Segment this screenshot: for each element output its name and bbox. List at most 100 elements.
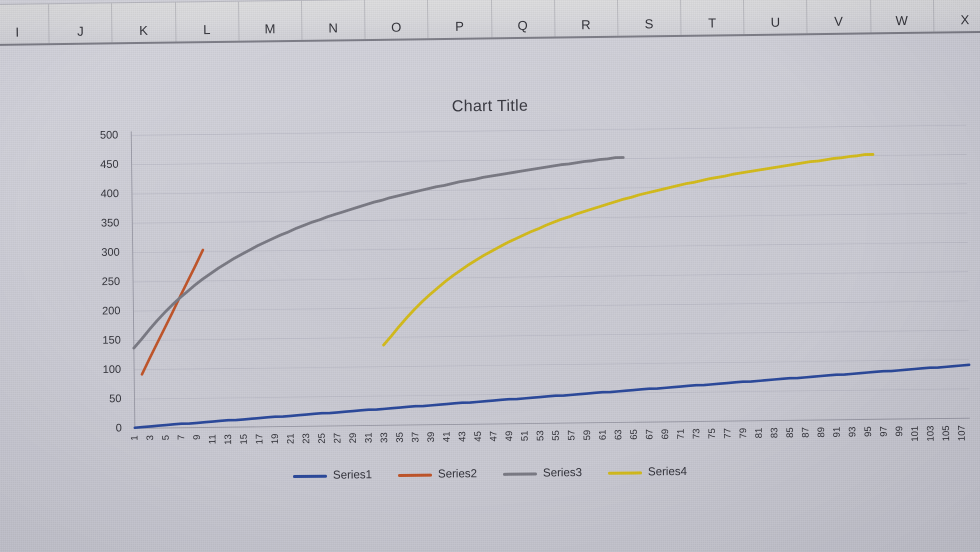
x-axis-tick-55: 55 xyxy=(551,430,562,441)
x-axis-tick-87: 87 xyxy=(800,427,811,438)
x-axis-tick-67: 67 xyxy=(644,429,655,440)
x-axis-tick-65: 65 xyxy=(629,429,640,440)
x-axis-tick-35: 35 xyxy=(395,432,406,443)
x-axis-tick-71: 71 xyxy=(676,429,687,440)
y-axis-tick-200: 200 xyxy=(102,305,121,317)
x-axis-tick-37: 37 xyxy=(410,432,421,443)
x-axis-tick-13: 13 xyxy=(223,434,234,445)
legend-swatch-series2 xyxy=(397,473,433,477)
column-header-n[interactable]: N xyxy=(301,0,366,40)
excel-chart[interactable]: Chart Title 0 50 100 150 200 250 300 350 400 450 5… xyxy=(0,48,980,552)
x-axis-tick-7: 7 xyxy=(176,435,187,440)
x-axis-tick-15: 15 xyxy=(239,434,250,445)
y-axis-tick-300: 300 xyxy=(101,247,120,259)
y-axis-tick-350: 350 xyxy=(101,217,120,229)
x-axis-tick-27: 27 xyxy=(332,433,343,444)
gridline-y-500 xyxy=(131,124,967,136)
legend-item-series1[interactable]: Series1 xyxy=(292,469,372,482)
x-axis-tick-101: 101 xyxy=(910,426,921,442)
gridline-y-200 xyxy=(133,300,969,312)
chart-series-lines xyxy=(132,153,971,430)
x-axis-tick-107: 107 xyxy=(957,425,968,441)
x-axis-tick-3: 3 xyxy=(145,435,156,440)
series-line-series4[interactable] xyxy=(381,153,875,347)
column-header-k[interactable]: K xyxy=(112,2,177,43)
x-axis-tick-57: 57 xyxy=(566,430,577,441)
column-header-m[interactable]: M xyxy=(238,0,303,41)
chart-y-axis-labels: 0 50 100 150 200 250 300 350 400 450 500 xyxy=(100,129,122,434)
chart-x-axis-labels: 1 3 5 7 9 11 13 15 17 19 21 23 25 27 29 31 33 35 37 39 41 43 4… xyxy=(129,425,968,445)
x-axis-tick-31: 31 xyxy=(364,432,375,443)
y-axis-tick-150: 150 xyxy=(102,335,121,347)
x-axis-tick-81: 81 xyxy=(754,428,765,439)
y-axis-tick-0: 0 xyxy=(116,422,122,434)
x-axis-tick-97: 97 xyxy=(879,426,890,437)
series-line-series2[interactable] xyxy=(140,248,205,376)
column-header-p[interactable]: P xyxy=(428,0,492,39)
gridline-y-250 xyxy=(133,271,969,283)
x-axis-tick-9: 9 xyxy=(192,435,203,440)
x-axis-tick-19: 19 xyxy=(270,434,281,445)
x-axis-tick-63: 63 xyxy=(613,429,624,440)
x-axis-tick-25: 25 xyxy=(317,433,328,444)
gridline-y-450 xyxy=(131,154,967,166)
x-axis-tick-41: 41 xyxy=(442,431,453,442)
column-header-v[interactable]: V xyxy=(807,0,872,34)
series-line-series1[interactable] xyxy=(133,363,971,430)
y-axis-tick-500: 500 xyxy=(100,129,119,141)
gridline-y-150 xyxy=(133,329,969,341)
legend-item-series3[interactable]: Series3 xyxy=(502,467,583,480)
column-header-i[interactable]: I xyxy=(0,4,50,44)
column-header-x[interactable]: X xyxy=(960,12,970,28)
x-axis-tick-29: 29 xyxy=(348,433,359,444)
y-axis-tick-50: 50 xyxy=(109,393,121,405)
column-header-q[interactable]: Q xyxy=(491,0,556,38)
x-axis-tick-39: 39 xyxy=(426,432,437,443)
y-axis-tick-100: 100 xyxy=(103,364,122,376)
legend-swatch-series3 xyxy=(502,472,538,476)
series-line-series3[interactable] xyxy=(132,156,626,350)
chart-gridlines xyxy=(130,124,970,429)
legend-item-series2[interactable]: Series2 xyxy=(397,468,478,481)
gridline-y-350 xyxy=(132,212,968,224)
legend-label-series3: Series3 xyxy=(542,467,583,480)
chart-plot-area: 0 50 100 150 200 250 300 350 400 450 500 1 3 5 7 9 11 13… xyxy=(0,42,980,552)
gridline-y-400 xyxy=(131,183,967,195)
x-axis-tick-11: 11 xyxy=(207,434,218,444)
y-axis-tick-250: 250 xyxy=(102,276,121,288)
legend-label-series2: Series2 xyxy=(437,468,478,481)
column-header-l[interactable]: L xyxy=(175,1,240,42)
legend-item-series4[interactable]: Series4 xyxy=(607,466,687,479)
gridline-y-0 xyxy=(134,417,970,429)
column-header-j[interactable]: J xyxy=(49,3,113,44)
x-axis-tick-95: 95 xyxy=(863,426,874,437)
x-axis-tick-5: 5 xyxy=(161,435,172,440)
legend-swatch-series1 xyxy=(292,474,328,478)
x-axis-tick-49: 49 xyxy=(504,431,515,442)
column-header-o[interactable]: O xyxy=(365,0,429,40)
y-axis-tick-400: 400 xyxy=(101,188,120,200)
x-axis-tick-61: 61 xyxy=(598,430,609,441)
column-header-s[interactable]: S xyxy=(617,0,682,36)
x-axis-tick-17: 17 xyxy=(254,434,265,445)
column-header-t[interactable]: T xyxy=(681,0,745,35)
x-axis-tick-53: 53 xyxy=(535,430,546,441)
x-axis-tick-79: 79 xyxy=(738,428,749,439)
x-axis-tick-89: 89 xyxy=(816,427,827,438)
x-axis-tick-77: 77 xyxy=(722,428,733,439)
x-axis-tick-99: 99 xyxy=(894,426,905,437)
legend-swatch-series4 xyxy=(607,470,643,475)
column-header-u[interactable]: U xyxy=(744,0,808,35)
x-axis-tick-91: 91 xyxy=(832,427,843,438)
column-header-r[interactable]: R xyxy=(554,0,619,37)
gridline-y-50 xyxy=(134,388,970,400)
x-axis-tick-83: 83 xyxy=(769,427,780,438)
x-axis-tick-105: 105 xyxy=(941,425,952,441)
gridline-y-300 xyxy=(132,242,968,253)
x-axis-tick-85: 85 xyxy=(785,427,796,438)
column-header-w[interactable]: W xyxy=(870,0,935,33)
y-axis-line xyxy=(130,131,136,429)
